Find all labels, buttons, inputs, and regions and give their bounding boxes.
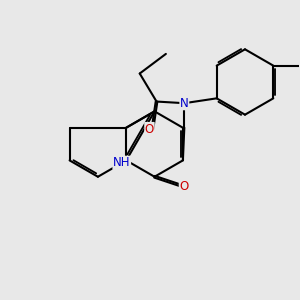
Text: N: N — [180, 97, 189, 110]
Text: O: O — [179, 180, 189, 193]
Text: NH: NH — [113, 156, 130, 169]
Text: O: O — [145, 122, 154, 136]
